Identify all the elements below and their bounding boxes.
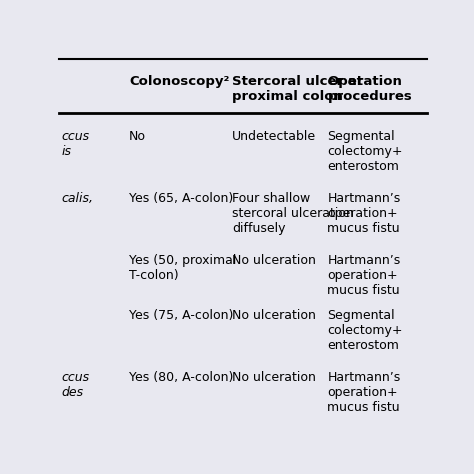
Text: Hartmann’s
operation+
mucus fistu: Hartmann’s operation+ mucus fistu	[328, 371, 401, 414]
Text: No: No	[129, 130, 146, 143]
Text: Hartmann’s
operation+
mucus fistu: Hartmann’s operation+ mucus fistu	[328, 192, 401, 235]
Text: Segmental
colectomy+
enterostom: Segmental colectomy+ enterostom	[328, 309, 403, 352]
Text: Colonoscopy²: Colonoscopy²	[129, 75, 229, 88]
Text: calis,: calis,	[61, 192, 93, 205]
Text: No ulceration: No ulceration	[232, 254, 316, 267]
Text: Stercoral ulcer at
proximal colon: Stercoral ulcer at proximal colon	[232, 75, 363, 103]
Text: ccus
is: ccus is	[61, 130, 89, 158]
Text: Yes (50, proximal
T-colon): Yes (50, proximal T-colon)	[129, 254, 237, 282]
Text: Operation
procedures: Operation procedures	[328, 75, 412, 103]
Text: Yes (65, A-colon): Yes (65, A-colon)	[129, 192, 233, 205]
Text: No ulceration: No ulceration	[232, 309, 316, 322]
Text: Undetectable: Undetectable	[232, 130, 316, 143]
Text: No ulceration: No ulceration	[232, 371, 316, 384]
Text: Hartmann’s
operation+
mucus fistu: Hartmann’s operation+ mucus fistu	[328, 254, 401, 297]
Text: Four shallow
stercoral ulceration
diffusely: Four shallow stercoral ulceration diffus…	[232, 192, 354, 235]
Text: ccus
des: ccus des	[61, 371, 89, 399]
Text: Yes (80, A-colon): Yes (80, A-colon)	[129, 371, 233, 384]
Text: Segmental
colectomy+
enterostom: Segmental colectomy+ enterostom	[328, 130, 403, 173]
Text: Yes (75, A-colon): Yes (75, A-colon)	[129, 309, 233, 322]
